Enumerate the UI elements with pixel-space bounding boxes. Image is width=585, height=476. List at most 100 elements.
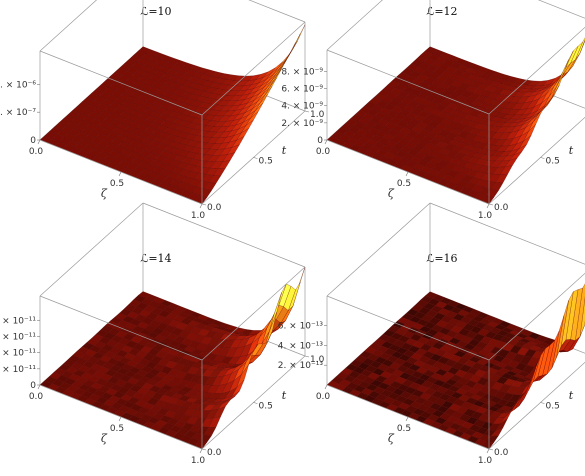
z-tick-label: 1. × 10⁻⁶ [0,80,36,90]
t-tick-label: 1.0 [310,110,325,120]
box-edge [39,295,203,361]
zeta-tick-mark [118,416,122,422]
zeta-tick-mark [324,384,328,390]
zeta-tick-mark [199,203,203,209]
t-axis: 0.0 0.5 1.0 t [201,355,325,458]
box-edge [326,49,490,115]
surface-panel-3: ℒ=14 0.0 0.5 1.0 ζ 0.0 0.5 1.0 t 0 1. × 10⁻¹¹ 2. × … [0,202,325,466]
zeta-tick-label: 0.0 [316,147,331,157]
t-tick-mark [540,402,545,404]
box-edge [39,50,203,116]
t-tick-mark [201,203,207,206]
panel-title: ℒ=12 [426,5,457,18]
box-edge [326,0,383,51]
z-tick-label: 2. × 10⁻¹³ [278,361,324,371]
z-tick-label: 6. × 10⁻⁹ [281,85,323,95]
zeta-axis-label: ζ [388,187,395,200]
surface-mesh [326,37,585,205]
zeta-tick-mark [486,448,490,454]
box-edge [39,202,144,297]
z-tick-label: 3. × 10⁻¹¹ [0,332,36,342]
box-edge [248,0,306,23]
zeta-tick-label: 0.5 [110,179,124,189]
z-axis: 0 1. × 10⁻¹¹ 2. × 10⁻¹¹ 3. × 10⁻¹¹ 4. × 10⁻¹… [0,316,40,391]
zeta-tick-mark [199,448,203,454]
zeta-tick-label: 0.5 [110,424,124,434]
t-tick-label: 0.0 [207,448,222,458]
zeta-axis-label: ζ [101,432,108,445]
z-tick-label: 0 [30,381,36,391]
zeta-tick-mark [37,139,41,145]
t-tick-mark [488,448,494,451]
t-tick-label: 0.0 [494,448,509,458]
box-edge [488,26,585,115]
t-axis: 0.00.51.0t [488,144,574,213]
t-axis-label: t [282,389,287,402]
surface-mesh [39,24,306,205]
z-tick-label: 5. × 10⁻⁷ [0,108,36,118]
t-tick-label: 0.5 [546,402,560,412]
zeta-tick-label: 0.0 [29,147,44,157]
t-axis: 0.00.51.0t [201,110,325,213]
z-tick-label: 6. × 10⁻¹³ [278,322,324,332]
zeta-tick-label: 1.0 [191,456,206,466]
zeta-tick-label: 0.0 [29,392,44,402]
box-edge [429,202,585,265]
zeta-tick-mark [37,384,41,390]
t-axis-label: t [569,144,574,157]
surface-panel-1: ℒ=10 0.0 0.5 1.0 ζ 0.0 0.5 1.0 t 0 5. × 10⁻⁷ 1. × 1… [0,0,325,221]
t-tick-label: 0.5 [259,157,273,167]
z-tick-label: 4. × 10⁻⁹ [281,102,323,112]
z-axis: 0 2. × 10⁻⁹ 4. × 10⁻⁹ 6. × 10⁻⁹ 8. × 10⁻⁹ [281,67,327,146]
box-edge [537,0,585,19]
t-tick-label: 1.0 [310,355,325,365]
zeta-tick-label: 1.0 [478,211,493,221]
z-tick-label: 0 [317,136,323,146]
t-tick-mark [488,203,494,206]
z-axis: 2. × 10⁻¹³ 4. × 10⁻¹³ 6. × 10⁻¹³ [278,322,327,371]
panel-title: ℒ=10 [140,5,171,18]
z-tick-label: 2. × 10⁻⁹ [281,119,323,129]
t-tick-mark [253,402,258,404]
zeta-axis: 0.0 0.5 1.0 ζ [29,384,206,466]
zeta-tick-label: 1.0 [478,456,493,466]
surface-panel-4: ℒ=16 0.0 0.5 1.0 ζ 0.0 0.5 1.0 t 2. × 10⁻¹³ 4. × 1… [278,202,585,466]
box-edge [201,21,306,116]
z-tick-label: 2. × 10⁻¹¹ [0,349,36,359]
zeta-tick-mark [405,171,409,177]
zeta-axis-label: ζ [388,432,395,445]
surface-mesh [326,283,585,450]
zeta-tick-mark [324,139,328,145]
panel-title: ℒ=16 [426,252,457,265]
zeta-axis: 0.0 0.5 1.0 ζ [316,384,493,466]
zeta-axis-label: ζ [101,187,108,200]
box-edge [142,202,306,268]
box-edge [488,272,585,361]
zeta-tick-label: 0.0 [316,392,331,402]
surface-panel-2: ℒ=12 0.0 0.5 1.0 ζ 0.0 0.5 1.0 t 0 2. × 10⁻⁹ 4. × 1… [281,0,585,221]
box-edge [39,0,98,52]
panel-title: ℒ=14 [140,252,171,265]
t-tick-mark [201,448,207,451]
t-tick-label: 0.5 [546,157,560,167]
zeta-axis: 0.0 0.5 1.0 ζ [316,139,493,221]
t-tick-label: 0.0 [207,203,222,213]
zeta-tick-label: 0.5 [397,179,411,189]
zeta-tick-mark [405,416,409,422]
t-tick-mark [540,157,545,159]
zeta-axis: 0.0 0.5 1.0 ζ [29,139,206,221]
t-tick-mark [304,355,310,358]
zeta-tick-label: 1.0 [191,211,206,221]
surface-mesh [39,266,306,450]
z-tick-label: 1. × 10⁻¹¹ [0,365,36,375]
z-tick-label: 8. × 10⁻⁹ [281,67,323,77]
zeta-tick-label: 0.5 [397,424,411,434]
t-tick-mark [304,110,310,113]
z-axis: 0 5. × 10⁻⁷ 1. × 10⁻⁶ [0,80,40,146]
box-edge [326,295,490,361]
zeta-tick-mark [118,171,122,177]
z-tick-label: 4. × 10⁻¹³ [278,341,324,351]
t-tick-label: 0.5 [259,402,273,412]
t-tick-label: 0.0 [494,203,509,213]
